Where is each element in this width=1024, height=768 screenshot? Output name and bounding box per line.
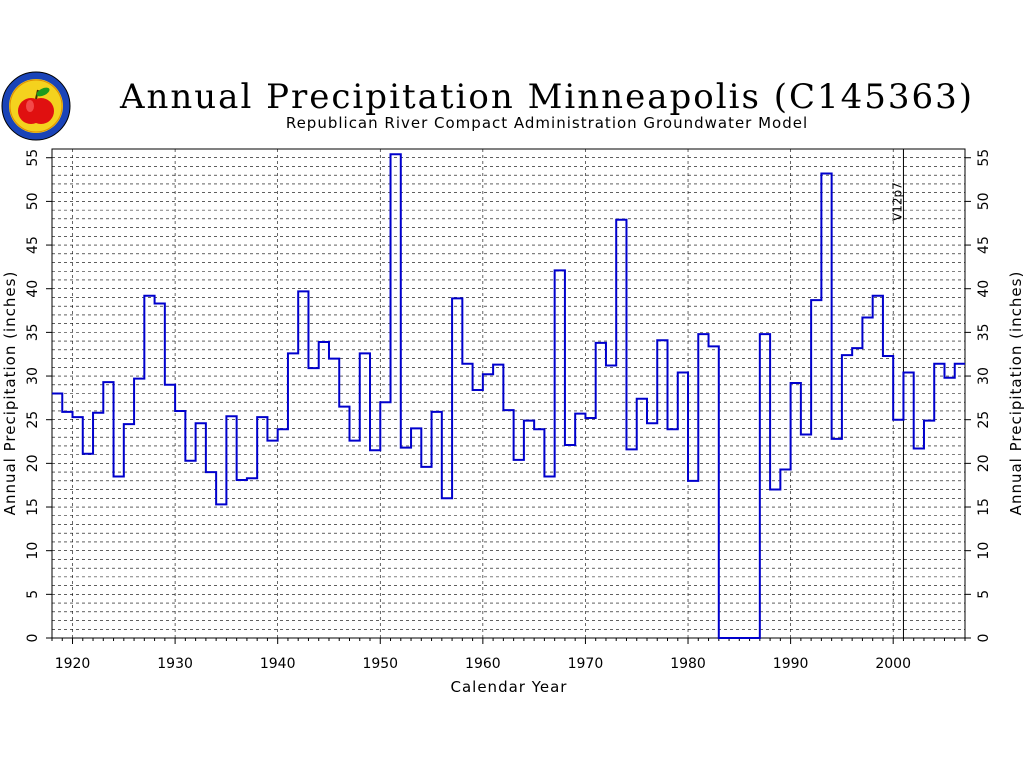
y-tick-label: 5 <box>25 590 41 599</box>
chart-subtitle: Republican River Compact Administration … <box>286 114 808 132</box>
y-tick-label: 20 <box>25 454 41 472</box>
y-tick-label: 15 <box>25 498 41 516</box>
y-tick-label: 45 <box>25 236 41 254</box>
y-tick-label: 25 <box>976 411 992 429</box>
y-tick-label: 0 <box>25 634 41 643</box>
x-tick-label: 1960 <box>465 656 501 672</box>
y-tick-label: 5 <box>976 590 992 599</box>
y-tick-label: 30 <box>25 367 41 385</box>
y-axis-left: 0 5 10 15 20 25 30 35 40 45 50 55 <box>25 149 52 643</box>
y-tick-label: 50 <box>976 192 992 210</box>
y-tick-label: 55 <box>25 149 41 167</box>
x-tick-label: 1980 <box>670 656 706 672</box>
y-tick-label: 20 <box>976 454 992 472</box>
x-tick-label: 2000 <box>875 656 911 672</box>
y-tick-label: 35 <box>25 323 41 341</box>
y-tick-label: 55 <box>976 149 992 167</box>
y-tick-label: 15 <box>976 498 992 516</box>
version-marker-label: V12p7 <box>890 182 904 221</box>
y-tick-label: 25 <box>25 411 41 429</box>
y-tick-label: 0 <box>976 634 992 643</box>
y-tick-label: 50 <box>25 192 41 210</box>
y-tick-label: 45 <box>976 236 992 254</box>
grid-lines <box>52 149 965 638</box>
y-axis-label-right: Annual Precipitation (inches) <box>1007 271 1024 516</box>
x-tick-label: 1930 <box>157 656 193 672</box>
y-tick-label: 30 <box>976 367 992 385</box>
y-tick-label: 40 <box>25 280 41 298</box>
y-tick-label: 40 <box>976 280 992 298</box>
y-tick-label: 10 <box>25 542 41 560</box>
chart-title: Annual Precipitation Minneapolis (C14536… <box>119 77 974 117</box>
x-tick-label: 1940 <box>260 656 296 672</box>
x-tick-label: 1950 <box>362 656 398 672</box>
precipitation-series-line <box>52 153 965 639</box>
y-axis-label-left: Annual Precipitation (inches) <box>1 271 19 516</box>
y-tick-label: 10 <box>976 542 992 560</box>
x-axis-label: Calendar Year <box>451 678 568 696</box>
x-axis: 1920 1930 1940 1950 1960 1970 1980 1990 2000 <box>51 638 966 672</box>
y-axis-right: 0 5 10 15 20 25 30 35 40 45 50 55 <box>965 149 992 643</box>
x-tick-label: 1970 <box>568 656 604 672</box>
logo <box>1 71 71 141</box>
x-tick-label: 1920 <box>55 656 91 672</box>
y-tick-label: 35 <box>976 323 992 341</box>
x-tick-label: 1990 <box>773 656 809 672</box>
apple-icon <box>18 87 54 124</box>
